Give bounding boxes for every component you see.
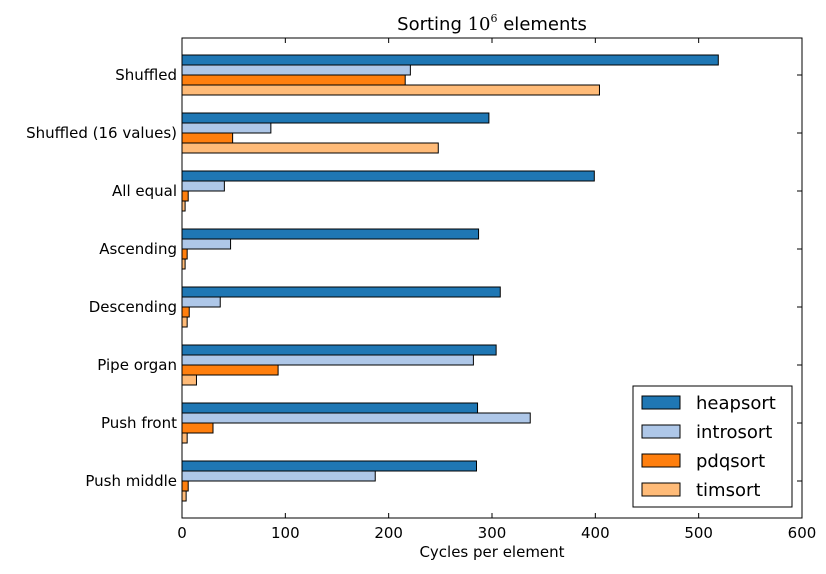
chart-title: Sorting 106 elements — [397, 12, 587, 35]
bar-timsort — [181, 490, 187, 502]
bar-introsort — [181, 412, 531, 424]
bar-heapsort — [181, 286, 501, 298]
y-axis: Shuffled Shuffled (16 values) All equal Asc… — [26, 66, 802, 490]
y-tick-label: Shuffled — [115, 66, 177, 84]
bar-heapsort — [181, 228, 480, 240]
legend-swatch-timsort — [641, 482, 681, 497]
legend-label-heapsort: heapsort — [696, 393, 776, 414]
bar-heapsort — [181, 402, 479, 414]
x-tick-label: 600 — [788, 524, 817, 542]
bar-introsort — [181, 354, 474, 366]
bar-pdqsort — [181, 422, 214, 434]
legend-swatch-heapsort — [641, 395, 681, 410]
bar-pdqsort — [181, 480, 189, 492]
legend-swatch-pdqsort — [641, 453, 681, 468]
bar-timsort — [181, 432, 188, 444]
legend-label-introsort: introsort — [696, 422, 772, 443]
bar-pdqsort — [181, 190, 189, 202]
y-tick-label: All equal — [112, 182, 177, 200]
y-tick-label: Push middle — [85, 472, 177, 490]
bar-pdqsort — [181, 132, 234, 144]
bar-heapsort — [181, 460, 477, 472]
y-tick-label: Push front — [101, 414, 177, 432]
bar-introsort — [181, 470, 376, 482]
x-tick-label: 0 — [177, 524, 187, 542]
bar-timsort — [181, 142, 439, 154]
bar-heapsort — [181, 112, 490, 124]
legend-label-timsort: timsort — [696, 480, 760, 501]
bar-timsort — [181, 374, 197, 386]
y-tick-label: Ascending — [99, 240, 177, 258]
bar-heapsort — [181, 344, 497, 356]
y-tick-label: Descending — [89, 298, 177, 316]
bar-pdqsort — [181, 248, 188, 260]
bar-timsort — [181, 84, 600, 96]
bars — [181, 54, 719, 502]
bar-pdqsort — [181, 364, 279, 376]
bar-heapsort — [181, 170, 595, 182]
bar-introsort — [181, 238, 232, 250]
x-tick-label: 300 — [478, 524, 507, 542]
bar-pdqsort — [181, 306, 190, 318]
bar-introsort — [181, 180, 225, 192]
bar-pdqsort — [181, 74, 406, 86]
bar-timsort — [181, 316, 188, 328]
x-axis: 0 100 200 300 400 500 600 — [177, 38, 816, 542]
x-tick-label: 400 — [581, 524, 610, 542]
bar-introsort — [181, 122, 272, 134]
bar-heapsort — [181, 54, 719, 66]
bar-introsort — [181, 64, 411, 76]
x-tick-label: 500 — [684, 524, 713, 542]
x-tick-label: 100 — [271, 524, 300, 542]
bar-introsort — [181, 296, 221, 308]
y-tick-label: Pipe organ — [97, 356, 177, 374]
legend: heapsort introsort pdqsort timsort — [632, 385, 793, 508]
legend-label-pdqsort: pdqsort — [696, 451, 765, 472]
legend-swatch-introsort — [641, 424, 681, 439]
x-axis-label: Cycles per element — [419, 543, 564, 561]
y-tick-label: Shuffled (16 values) — [26, 124, 177, 142]
x-tick-label: 200 — [374, 524, 403, 542]
